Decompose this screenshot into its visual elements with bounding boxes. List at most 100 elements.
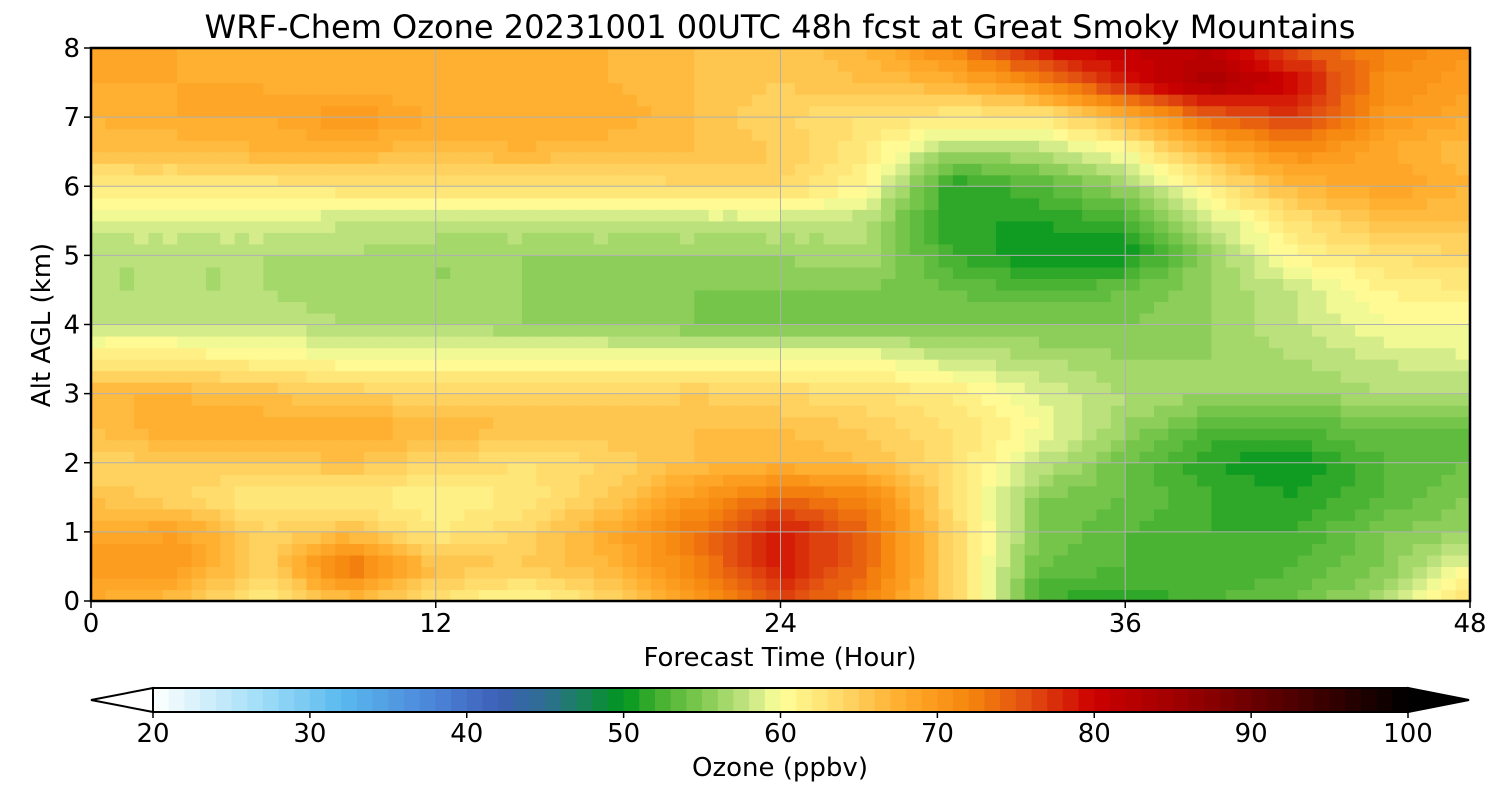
heatmap-cell [967, 278, 983, 291]
heatmap-cell [636, 554, 652, 568]
heatmap-cell [249, 359, 264, 372]
heatmap-cell [694, 71, 710, 84]
heatmap-cell [177, 497, 193, 510]
heatmap-cell [565, 278, 580, 291]
heatmap-cell [378, 186, 394, 199]
heatmap-cell [1067, 566, 1083, 579]
heatmap-cell [995, 59, 1011, 72]
heatmap-cell [134, 497, 150, 510]
heatmap-cell [493, 301, 509, 314]
heatmap-cell [909, 278, 925, 291]
heatmap-cell [579, 359, 595, 372]
heatmap-cell [91, 48, 106, 61]
heatmap-cell [1240, 577, 1256, 591]
heatmap-cell [909, 243, 925, 256]
heatmap-cell [1153, 94, 1169, 107]
heatmap-cell [651, 140, 667, 153]
heatmap-cell [608, 243, 624, 256]
heatmap-cell [852, 243, 868, 256]
heatmap-cell [1053, 359, 1069, 372]
heatmap-cell [608, 531, 624, 544]
heatmap-cell [1182, 543, 1198, 556]
heatmap-cell [177, 151, 193, 164]
heatmap-cell [363, 197, 379, 210]
heatmap-cell [1426, 485, 1442, 498]
heatmap-cell [1455, 405, 1470, 418]
heatmap-cell [1268, 589, 1284, 601]
heatmap-cell [536, 589, 552, 601]
heatmap-cell [363, 312, 379, 326]
heatmap-cell [177, 589, 193, 601]
heatmap-cell [119, 324, 135, 337]
heatmap-cell [1254, 117, 1270, 130]
heatmap-cell [191, 336, 207, 349]
heatmap-cell [91, 416, 106, 429]
heatmap-cell [1240, 359, 1256, 372]
heatmap-cell [1024, 163, 1040, 176]
heatmap-cell [134, 405, 150, 418]
heatmap-cell [636, 485, 652, 498]
heatmap-cell [651, 589, 667, 601]
heatmap-cell [119, 359, 135, 372]
heatmap-cell [1254, 71, 1270, 84]
heatmap-cell [191, 428, 207, 441]
heatmap-cell [105, 289, 121, 303]
heatmap-cell [1240, 232, 1256, 245]
heatmap-cell [1053, 416, 1069, 429]
heatmap-cell [320, 266, 336, 280]
heatmap-cell [1240, 589, 1256, 601]
heatmap-cell [852, 393, 868, 406]
heatmap-cell [1455, 485, 1470, 498]
heatmap-cell [679, 370, 695, 383]
heatmap-cell [177, 508, 193, 521]
heatmap-cell [1383, 186, 1399, 199]
heatmap-cell [1369, 82, 1385, 95]
heatmap-cell [1182, 232, 1198, 245]
heatmap-cell [220, 312, 236, 326]
heatmap-cell [1197, 497, 1213, 510]
heatmap-cell [191, 324, 207, 337]
heatmap-cell [277, 324, 293, 337]
heatmap-cell [536, 416, 552, 429]
heatmap-cell [1311, 439, 1327, 452]
heatmap-cell [679, 197, 695, 210]
heatmap-cell [277, 416, 293, 429]
heatmap-cell [1455, 243, 1470, 256]
heatmap-cell [349, 312, 365, 326]
heatmap-cell [320, 59, 336, 72]
heatmap-cell [1096, 508, 1112, 521]
heatmap-cell [277, 428, 293, 441]
heatmap-cell [1182, 589, 1198, 601]
heatmap-cell [493, 232, 509, 245]
heatmap-cell [435, 48, 451, 61]
heatmap-cell [292, 405, 308, 418]
heatmap-cell [1168, 128, 1184, 141]
heatmap-cell [1369, 359, 1385, 372]
heatmap-cell [1067, 359, 1083, 372]
heatmap-cell [91, 117, 106, 130]
heatmap-cell [119, 485, 135, 498]
heatmap-cell [220, 128, 236, 141]
heatmap-cell [751, 428, 767, 441]
heatmap-cell [909, 336, 925, 349]
heatmap-cell [507, 485, 523, 498]
heatmap-cell [292, 393, 308, 406]
heatmap-cell [263, 197, 279, 210]
heatmap-cell [134, 59, 150, 72]
heatmap-cell [335, 370, 351, 383]
heatmap-cell [651, 359, 667, 372]
heatmap-cell [493, 128, 509, 141]
heatmap-cell [134, 428, 150, 441]
colorbar-tick-label: 90 [1235, 719, 1268, 749]
heatmap-cell [780, 543, 796, 556]
heatmap-cell [1254, 232, 1270, 245]
colorbar-swatch [1392, 688, 1409, 712]
heatmap-cell [450, 382, 466, 395]
heatmap-cell [349, 105, 365, 118]
heatmap-cell [1182, 186, 1198, 199]
heatmap-cell [1024, 71, 1040, 84]
heatmap-cell [1311, 186, 1327, 199]
heatmap-cell [1182, 577, 1198, 591]
colorbar-swatch [1125, 688, 1142, 712]
colorbar-swatch [906, 688, 923, 712]
